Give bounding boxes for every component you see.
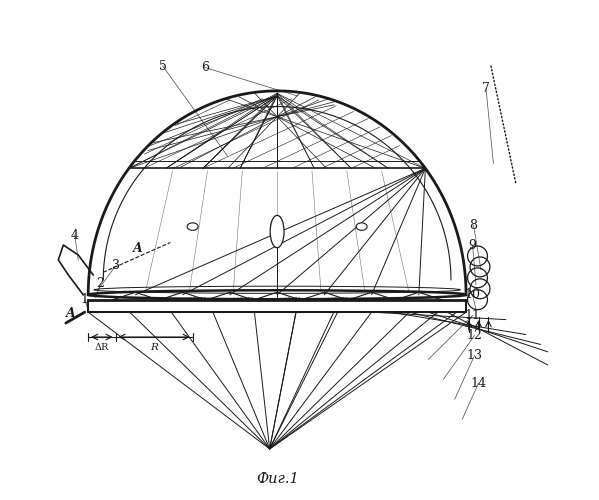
Text: Фиг.1: Фиг.1	[256, 472, 298, 486]
Ellipse shape	[187, 223, 198, 230]
Text: 7: 7	[482, 82, 490, 95]
Text: 3: 3	[111, 260, 120, 272]
Text: 1: 1	[81, 293, 89, 306]
Text: 5: 5	[159, 60, 167, 72]
Text: 6: 6	[201, 61, 209, 74]
Text: 12: 12	[467, 329, 482, 342]
Text: 4: 4	[71, 228, 78, 241]
Ellipse shape	[270, 216, 284, 248]
Text: 2: 2	[96, 278, 105, 290]
Text: A: A	[66, 307, 75, 320]
Ellipse shape	[356, 223, 367, 230]
Text: 13: 13	[467, 349, 483, 362]
Text: ΔR: ΔR	[95, 344, 109, 352]
Text: 10: 10	[465, 288, 480, 301]
Text: A: A	[133, 242, 143, 256]
Text: 8: 8	[470, 218, 477, 232]
Text: 14: 14	[470, 377, 486, 390]
Text: 11: 11	[465, 309, 480, 322]
Text: R: R	[150, 344, 158, 352]
Text: 9: 9	[468, 238, 476, 252]
